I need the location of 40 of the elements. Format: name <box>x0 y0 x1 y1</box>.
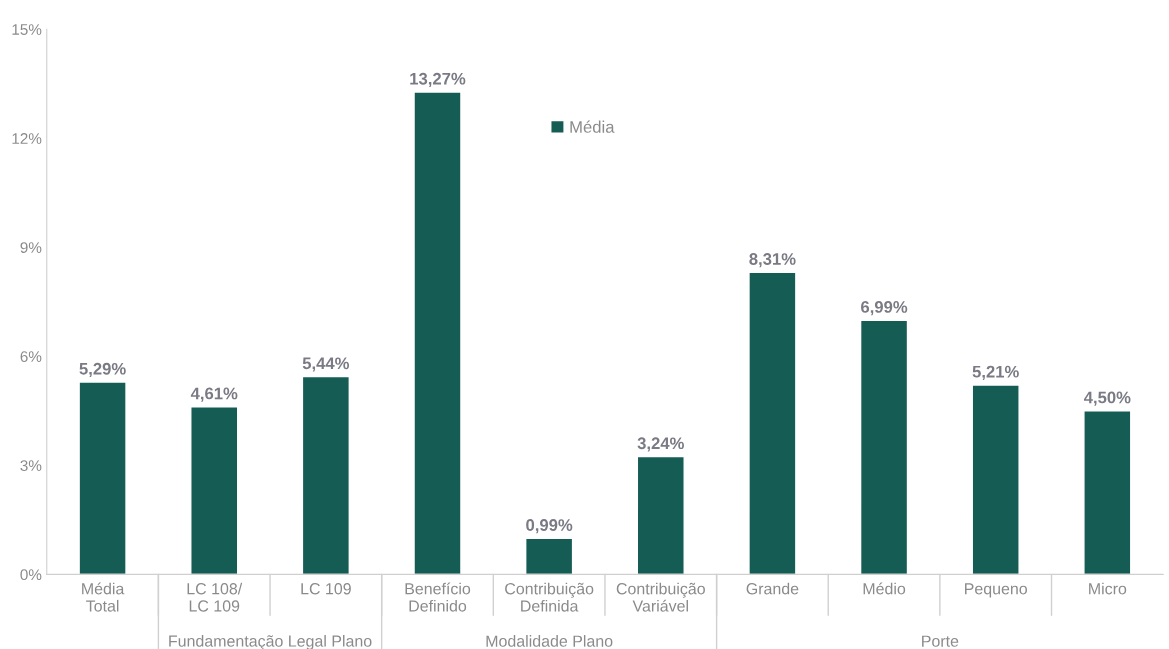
x-tick-label: Médio <box>863 582 906 595</box>
data-label: 8,31% <box>749 253 796 268</box>
data-label: 0,99% <box>526 519 573 534</box>
y-tick-label: 15% <box>12 24 42 35</box>
text: Porte <box>922 635 959 647</box>
data-label: 5,29% <box>79 362 126 378</box>
bar <box>78 381 127 575</box>
bar <box>524 537 574 575</box>
x-tick-label: Pequeno <box>965 583 1027 598</box>
bar <box>301 375 350 575</box>
bar <box>190 406 239 575</box>
data-label: 4,50% <box>1083 391 1131 406</box>
data-label: 13,27% <box>410 72 466 88</box>
bar <box>859 319 909 575</box>
x-tick-label: Contribuição Definida <box>505 582 594 612</box>
y-tick-label: 6% <box>20 351 42 362</box>
x-tick-label: Grande <box>746 582 799 595</box>
legend-label: Média <box>570 120 615 133</box>
x-tick-label: Micro <box>1089 582 1127 595</box>
data-label: 5,44% <box>302 357 350 372</box>
bar <box>636 455 685 575</box>
y-tick-label: 9% <box>20 242 42 253</box>
bar <box>413 91 462 575</box>
x-tick-label: Contribuição Variável <box>616 582 705 612</box>
bar <box>748 271 797 575</box>
y-tick-label: 12% <box>12 133 42 144</box>
x-tick-label: Média Total <box>82 582 125 612</box>
text: Modalidade Plano <box>486 635 613 647</box>
text: Fundamentação Legal Plano <box>169 635 372 649</box>
y-tick-label: 0% <box>20 569 42 581</box>
data-label: 6,99% <box>861 301 908 316</box>
x-tick-label: Benefício Definido <box>405 582 471 612</box>
data-label: 3,24% <box>637 437 684 452</box>
y-tick-label: 3% <box>20 460 42 472</box>
data-label: 5,21% <box>972 365 1019 380</box>
bar <box>971 384 1020 575</box>
x-tick-label: LC 109 <box>301 583 351 595</box>
x-tick-label: LC 108/ LC 109 <box>187 582 243 612</box>
data-label: 4,61% <box>190 387 238 402</box>
bar <box>1083 410 1132 575</box>
